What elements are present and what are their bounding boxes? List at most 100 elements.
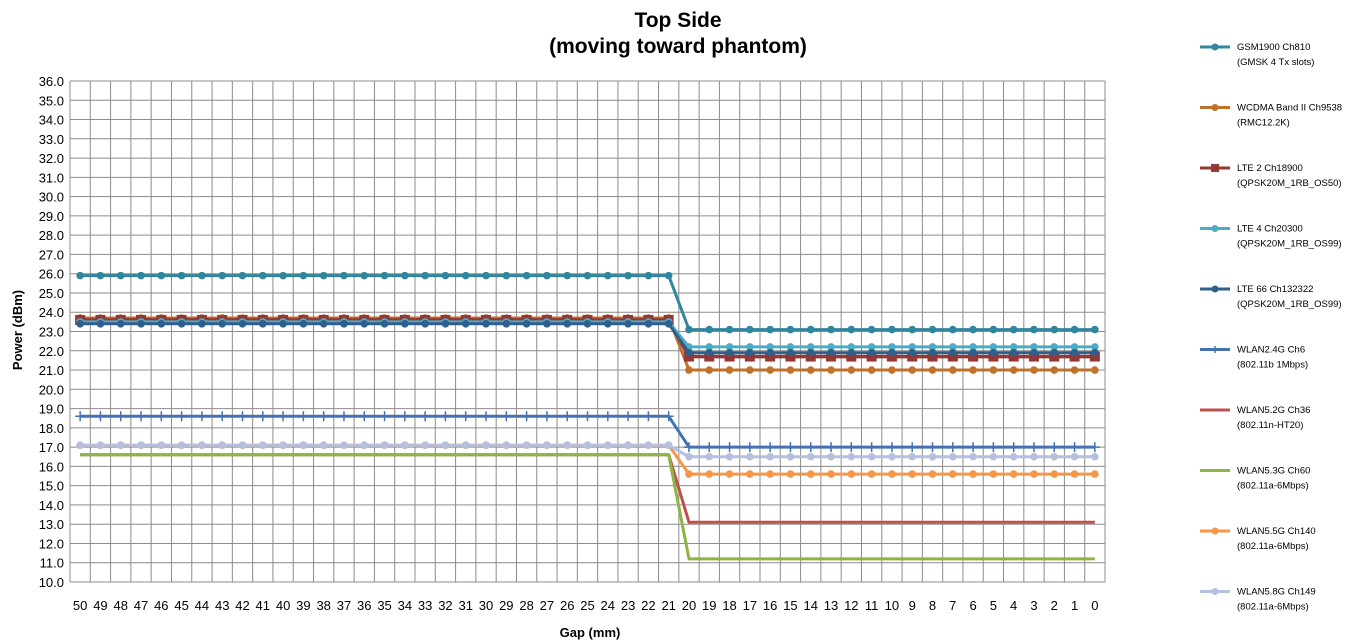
data-point bbox=[441, 441, 450, 449]
data-point bbox=[766, 470, 774, 478]
legend-sublabel: (RMC12.2K) bbox=[1237, 118, 1290, 129]
x-tick-label: 30 bbox=[479, 598, 493, 613]
data-point bbox=[886, 351, 897, 362]
data-point bbox=[806, 452, 815, 461]
data-point bbox=[1091, 325, 1099, 334]
data-point bbox=[724, 351, 735, 362]
x-tick-label: 40 bbox=[276, 598, 290, 613]
data-point bbox=[583, 319, 592, 328]
data-point bbox=[928, 452, 937, 461]
data-point bbox=[258, 319, 267, 328]
data-point bbox=[969, 348, 977, 357]
data-point bbox=[319, 441, 328, 449]
legend-entry-1: WCDMA Band II Ch9538 (RMC12.2K) bbox=[1200, 103, 1342, 129]
data-point bbox=[401, 441, 409, 449]
legend-entry-9: WLAN5.8G Ch149 (802.11a-6Mbps) bbox=[1200, 587, 1316, 613]
data-point bbox=[1050, 348, 1059, 357]
x-tick-label: 22 bbox=[641, 598, 655, 613]
y-tick-label: 11.0 bbox=[40, 556, 64, 571]
legend-sublabel: (GMSK 4 Tx slots) bbox=[1237, 57, 1314, 68]
data-point bbox=[786, 325, 795, 334]
data-point bbox=[217, 411, 228, 422]
x-axis-title: Gap (mm) bbox=[560, 625, 621, 640]
data-point bbox=[888, 452, 896, 461]
data-point bbox=[218, 441, 227, 449]
data-point bbox=[826, 442, 837, 453]
plot-area: 10.0 11.0 12.0 13.0 14.0 15.0 16.0 17.0 18.0 19.0… bbox=[39, 74, 1106, 613]
data-point bbox=[766, 343, 774, 351]
data-point bbox=[115, 411, 126, 422]
data-point bbox=[624, 319, 632, 328]
data-point bbox=[299, 319, 308, 328]
x-tick-label: 1 bbox=[1071, 598, 1078, 613]
data-point bbox=[888, 348, 896, 357]
y-tick-label: 24.0 bbox=[39, 305, 64, 320]
data-point bbox=[888, 366, 896, 374]
x-tick-label: 49 bbox=[93, 598, 107, 613]
x-tick-label: 3 bbox=[1030, 598, 1037, 613]
data-point bbox=[968, 442, 979, 453]
series-0 bbox=[76, 271, 1099, 334]
data-point bbox=[1070, 325, 1079, 334]
x-tick-label: 39 bbox=[296, 598, 310, 613]
data-point bbox=[1030, 452, 1038, 461]
data-point bbox=[319, 319, 328, 328]
data-point bbox=[847, 470, 856, 478]
data-point bbox=[704, 351, 715, 362]
data-point bbox=[1211, 164, 1219, 172]
x-tick-label: 38 bbox=[316, 598, 330, 613]
data-point bbox=[765, 351, 776, 362]
data-point bbox=[1030, 348, 1038, 357]
legend-label: WLAN2.4G Ch6 bbox=[1237, 345, 1305, 356]
data-point bbox=[421, 319, 429, 328]
data-point bbox=[1070, 348, 1079, 357]
data-point bbox=[1070, 470, 1079, 478]
data-point bbox=[623, 411, 634, 422]
data-point bbox=[746, 343, 754, 351]
data-point bbox=[238, 441, 247, 449]
data-point bbox=[1030, 470, 1038, 478]
data-point bbox=[785, 442, 796, 453]
x-tick-label: 9 bbox=[909, 598, 916, 613]
data-point bbox=[989, 470, 998, 478]
data-point bbox=[441, 271, 450, 280]
data-point bbox=[1211, 43, 1219, 51]
data-point bbox=[685, 452, 693, 461]
x-tick-label: 31 bbox=[459, 598, 473, 613]
data-point bbox=[746, 470, 754, 478]
data-point bbox=[543, 441, 551, 449]
data-point bbox=[238, 271, 247, 280]
data-point bbox=[319, 271, 328, 280]
data-point bbox=[602, 411, 613, 422]
x-tick-label: 34 bbox=[398, 598, 412, 613]
data-point bbox=[1030, 366, 1038, 374]
data-point bbox=[1009, 348, 1018, 357]
data-point bbox=[338, 411, 349, 422]
data-point bbox=[705, 348, 714, 357]
data-point bbox=[827, 348, 835, 357]
data-point bbox=[76, 271, 84, 280]
y-tick-label: 32.0 bbox=[39, 151, 64, 166]
legend-entry-5: WLAN2.4G Ch6 (802.11b 1Mbps) bbox=[1200, 345, 1308, 371]
x-tick-label: 37 bbox=[337, 598, 351, 613]
x-tick-label: 0 bbox=[1091, 598, 1098, 613]
legend-sublabel: (802.11a-6Mbps) bbox=[1237, 481, 1309, 492]
y-tick-label: 17.0 bbox=[39, 440, 64, 455]
data-point bbox=[805, 351, 816, 362]
data-point bbox=[988, 351, 999, 362]
data-point bbox=[867, 325, 876, 334]
legend-label: WLAN5.8G Ch149 bbox=[1237, 587, 1316, 598]
data-point bbox=[805, 442, 816, 453]
data-point bbox=[359, 411, 370, 422]
data-point bbox=[603, 271, 612, 280]
data-point bbox=[744, 351, 755, 362]
data-point bbox=[867, 452, 876, 461]
legend-sublabel: (802.11n-HT20) bbox=[1237, 420, 1303, 431]
data-point bbox=[685, 470, 693, 478]
x-tick-label: 48 bbox=[114, 598, 128, 613]
x-tick-label: 43 bbox=[215, 598, 229, 613]
data-point bbox=[258, 271, 267, 280]
data-point bbox=[218, 319, 227, 328]
data-point bbox=[786, 452, 795, 461]
data-point bbox=[705, 343, 714, 351]
